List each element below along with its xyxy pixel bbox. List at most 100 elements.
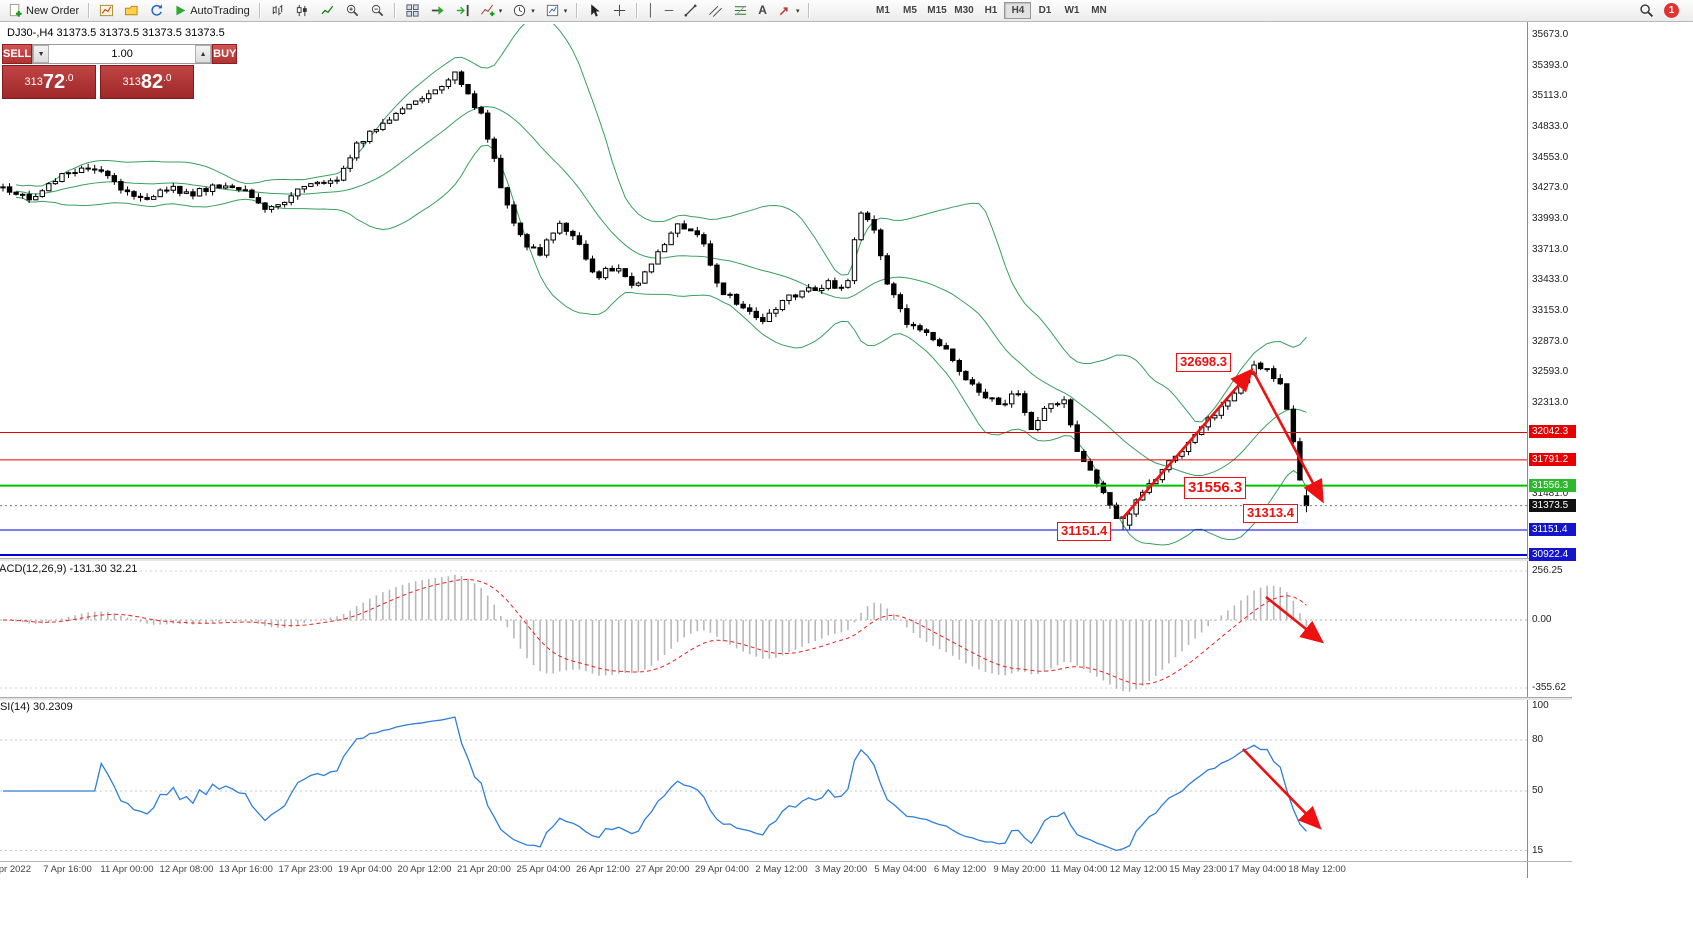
volume-input[interactable] bbox=[49, 45, 196, 63]
notification-badge[interactable]: 1 bbox=[1664, 3, 1679, 18]
refresh-icon bbox=[149, 3, 164, 18]
price-annotation[interactable]: 31151.4 bbox=[1057, 522, 1112, 541]
price-tick-label: 31481.0 bbox=[1532, 487, 1569, 499]
candle-chart-button[interactable] bbox=[291, 2, 314, 20]
toolbar-separator bbox=[576, 3, 579, 18]
timeframe-button-h4[interactable]: H4 bbox=[1004, 2, 1032, 19]
cursor-tool-button[interactable] bbox=[583, 2, 606, 20]
bar-chart-icon bbox=[270, 3, 285, 18]
indicators-button[interactable]: ▾ bbox=[476, 2, 507, 20]
timeframe-button-m5[interactable]: M5 bbox=[896, 2, 923, 19]
price-tick-label: 33153.0 bbox=[1532, 304, 1569, 316]
horizontal-line-tool-button[interactable]: ─ bbox=[661, 2, 678, 20]
timeframe-button-mn[interactable]: MN bbox=[1085, 2, 1112, 19]
trendline-tool-button[interactable] bbox=[679, 2, 702, 20]
trend-arrow[interactable] bbox=[1242, 748, 1322, 830]
sell-price-big: 72 bbox=[42, 71, 66, 93]
price-tick-label: 34553.0 bbox=[1532, 151, 1569, 163]
chart-annotations-layer: 32698.3 31556.3 31313.4 31151.4 bbox=[0, 22, 1693, 940]
profiles-button[interactable] bbox=[120, 2, 143, 20]
fibonacci-icon bbox=[733, 3, 748, 18]
bar-chart-button[interactable] bbox=[266, 2, 289, 20]
crosshair-tool-button[interactable] bbox=[608, 2, 631, 20]
indicator-scale-label: 100 bbox=[1532, 700, 1549, 711]
periods-button[interactable]: ▾ bbox=[508, 2, 539, 20]
periods-icon bbox=[512, 3, 527, 18]
buy-price-head: 313 bbox=[122, 76, 141, 88]
timeframe-button-h1[interactable]: H1 bbox=[977, 2, 1004, 19]
timeframe-button-m30[interactable]: M30 bbox=[950, 2, 977, 19]
time-axis-label: 18 May 12:00 bbox=[1288, 864, 1346, 875]
price-tick-label: 35393.0 bbox=[1532, 59, 1569, 71]
price-chart-canvas[interactable] bbox=[0, 22, 1693, 940]
price-annotation[interactable]: 32698.3 bbox=[1176, 353, 1231, 372]
indicator-scale-label: 15 bbox=[1532, 844, 1544, 856]
price-annotation[interactable]: 31313.4 bbox=[1243, 504, 1298, 523]
zoom-in-button[interactable] bbox=[341, 2, 364, 20]
buy-price[interactable]: 313 82.0 bbox=[100, 65, 194, 99]
sell-price[interactable]: 313 72.0 bbox=[2, 65, 96, 99]
line-chart-icon bbox=[320, 3, 335, 18]
search-button[interactable] bbox=[1635, 2, 1658, 20]
price-tick-label: 33993.0 bbox=[1532, 212, 1569, 224]
price-annotation[interactable]: 31556.3 bbox=[1184, 477, 1247, 499]
line-chart-button[interactable] bbox=[316, 2, 339, 20]
chevron-down-icon: ▾ bbox=[795, 7, 800, 15]
fibonacci-tool-button[interactable] bbox=[729, 2, 752, 20]
candle-chart-icon bbox=[295, 3, 310, 18]
price-axis[interactable]: 35673.0 35393.0 35113.0 34833.0 34553.0 34273… bbox=[1529, 22, 1589, 882]
new-order-button[interactable]: New Order bbox=[4, 2, 83, 20]
indicator-scale-label: 50 bbox=[1532, 785, 1544, 796]
chart-shift-icon bbox=[455, 3, 470, 18]
refresh-button[interactable] bbox=[145, 2, 168, 20]
trend-arrow[interactable] bbox=[1121, 368, 1254, 520]
vertical-line-tool-button[interactable]: │ bbox=[643, 2, 659, 20]
volume-decrease-button[interactable]: ▼ bbox=[33, 45, 50, 63]
timeframe-button-m1[interactable]: M1 bbox=[869, 2, 896, 19]
templates-button[interactable]: ▾ bbox=[541, 2, 572, 20]
new-chart-button[interactable] bbox=[95, 2, 118, 20]
price-tick-label: 32873.0 bbox=[1532, 335, 1569, 347]
current-price-badge: 31373.5 bbox=[1529, 498, 1576, 512]
overlay-objects[interactable] bbox=[0, 22, 1528, 878]
volume-stepper: ▼ ▲ bbox=[32, 44, 213, 64]
time-axis[interactable]: 7 Apr 2022 7 Apr 16:00 11 Apr 00:00 12 Apr … bbox=[0, 864, 1527, 878]
toolbar-separator bbox=[636, 3, 639, 18]
panel-splitter[interactable] bbox=[0, 558, 1572, 561]
buy-button[interactable]: BUY bbox=[212, 44, 238, 64]
text-tool-button[interactable]: A bbox=[754, 2, 771, 20]
autotrading-button[interactable]: AutoTrading bbox=[170, 2, 254, 20]
indicator-scale-label: 0.00 bbox=[1532, 614, 1552, 625]
time-axis-label: 13 Apr 16:00 bbox=[219, 864, 273, 875]
timeframe-toolbar: M1 M5 M15 M30 H1 H4 D1 W1 MN bbox=[869, 2, 1112, 19]
price-level-badge: 31556.3 bbox=[1529, 478, 1576, 492]
time-axis-label: 15 May 23:00 bbox=[1169, 864, 1227, 875]
indicator-scale-label: -355.62 bbox=[1532, 681, 1566, 693]
chart-shift-button[interactable] bbox=[451, 2, 474, 20]
time-axis-separator bbox=[0, 861, 1572, 863]
zoom-in-icon bbox=[345, 3, 360, 18]
price-tick-label: 33713.0 bbox=[1532, 243, 1569, 255]
timeframe-button-m15[interactable]: M15 bbox=[923, 2, 950, 19]
crosshair-icon bbox=[612, 3, 627, 18]
new-order-icon bbox=[8, 3, 23, 18]
sell-price-head: 313 bbox=[24, 76, 43, 88]
indicator-scale-label: 80 bbox=[1532, 734, 1544, 745]
auto-scroll-button[interactable] bbox=[426, 2, 449, 20]
timeframe-button-w1[interactable]: W1 bbox=[1058, 2, 1085, 19]
zoom-out-button[interactable] bbox=[366, 2, 389, 20]
trend-arrow[interactable] bbox=[1251, 370, 1324, 504]
channel-tool-button[interactable] bbox=[704, 2, 727, 20]
arrows-tool-button[interactable]: ▾ bbox=[773, 2, 804, 20]
templates-icon bbox=[545, 3, 560, 18]
time-axis-label: 2 May 12:00 bbox=[755, 864, 808, 875]
tile-windows-button[interactable] bbox=[401, 2, 424, 20]
time-axis-label: 7 Apr 16:00 bbox=[43, 864, 92, 875]
volume-increase-button[interactable]: ▲ bbox=[195, 45, 212, 63]
time-axis-label: 20 Apr 12:00 bbox=[397, 864, 452, 875]
panel-splitter[interactable] bbox=[0, 697, 1572, 700]
trend-arrow[interactable] bbox=[1265, 595, 1325, 644]
sell-button[interactable]: SELL bbox=[2, 44, 33, 64]
timeframe-button-d1[interactable]: D1 bbox=[1031, 2, 1058, 19]
